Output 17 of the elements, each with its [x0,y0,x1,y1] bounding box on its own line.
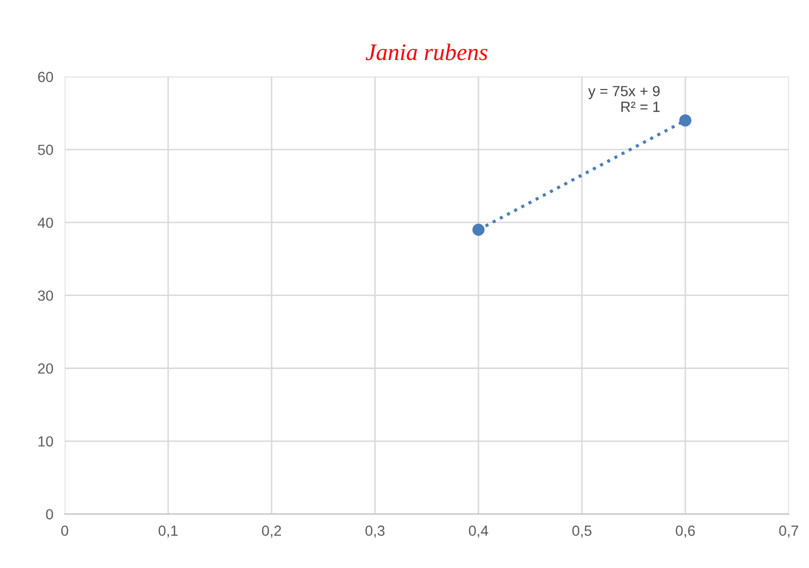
x-tick-label: 0 [61,526,68,536]
y-tick-label: 20 [38,363,54,374]
x-tick-label: 0,5 [572,526,592,538]
annotation: y = 75x + 9 R² = 1 [588,86,660,112]
y-tick-label: 50 [38,144,54,155]
y-tick-label: 10 [38,436,54,447]
x-tick-label: 0,1 [158,526,178,538]
chart-title: Jania rubens [366,44,488,60]
x-tick-label: 0,3 [365,526,385,538]
y-tick-label: 0 [46,509,54,520]
x-tick-label: 0,6 [676,526,695,538]
y-tick-label: 40 [38,218,54,228]
x-tick-label: 0,4 [468,526,488,538]
y-tick-label: 30 [38,290,54,301]
x-tick-label: 0,7 [779,526,798,538]
x-tick-label: 0,2 [262,526,281,538]
y-tick-label: 60 [38,72,54,82]
